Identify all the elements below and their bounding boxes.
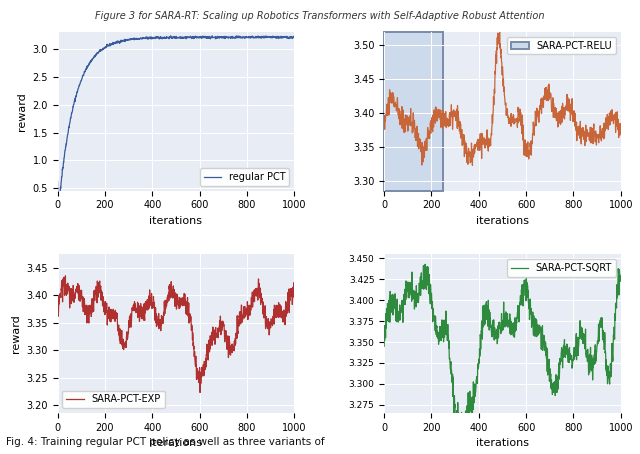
X-axis label: iterations: iterations — [149, 439, 202, 449]
Y-axis label: reward: reward — [11, 314, 20, 353]
Bar — [384, 32, 444, 191]
X-axis label: iterations: iterations — [476, 216, 529, 226]
Legend: SARA-PCT-RELU: SARA-PCT-RELU — [508, 37, 616, 54]
Text: Figure 3 for SARA-RT: Scaling up Robotics Transformers with Self-Adaptive Robust: Figure 3 for SARA-RT: Scaling up Robotic… — [95, 11, 545, 21]
Legend: regular PCT: regular PCT — [200, 168, 289, 186]
X-axis label: iterations: iterations — [476, 439, 529, 449]
Legend: SARA-PCT-EXP: SARA-PCT-EXP — [63, 390, 164, 408]
Y-axis label: reward: reward — [17, 92, 27, 131]
Legend: SARA-PCT-SQRT: SARA-PCT-SQRT — [507, 259, 616, 277]
X-axis label: iterations: iterations — [149, 216, 202, 226]
Text: Fig. 4: Training regular PCT policy as well as three variants of: Fig. 4: Training regular PCT policy as w… — [6, 437, 325, 447]
